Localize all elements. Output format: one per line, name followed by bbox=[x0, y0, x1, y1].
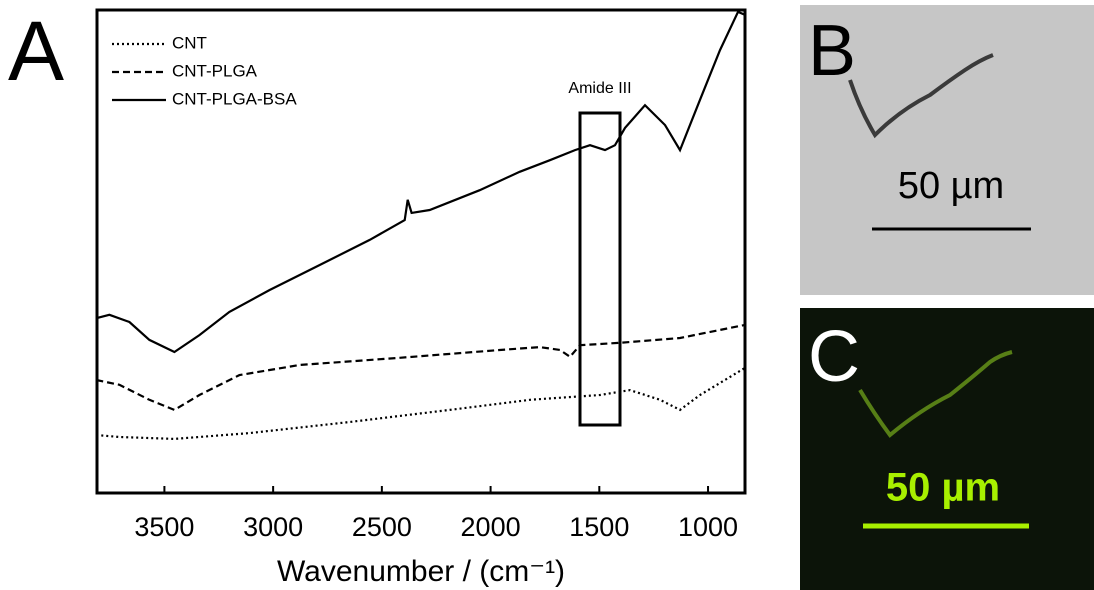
series-line bbox=[96, 323, 746, 412]
plot-frame bbox=[95, 8, 747, 495]
series-line bbox=[96, 366, 746, 441]
legend-label: CNT-PLGA-BSA bbox=[172, 89, 297, 108]
x-tick-label: 1000 bbox=[678, 512, 738, 542]
x-tick-label: 1500 bbox=[569, 512, 629, 542]
highlight-box bbox=[578, 111, 622, 427]
legend-label: CNT-PLGA bbox=[172, 61, 258, 80]
panel-label: A bbox=[8, 4, 64, 98]
image-c: C 50 µm bbox=[800, 308, 1094, 590]
fiber bbox=[848, 53, 994, 139]
x-tick-label: 3000 bbox=[243, 512, 303, 542]
x-tick-label: 2000 bbox=[461, 512, 521, 542]
annotation: Amide III bbox=[568, 80, 631, 97]
panel-label: B bbox=[808, 11, 856, 91]
x-axis-label: Wavenumber / (cm⁻¹) bbox=[277, 555, 565, 588]
scale-bar-label: 50 µm bbox=[898, 165, 1004, 207]
image-b: B 50 µm bbox=[800, 5, 1094, 295]
scale-bar-label: 50 µm bbox=[886, 466, 1000, 510]
panel-label: C bbox=[808, 317, 860, 397]
x-tick-label: 3500 bbox=[134, 512, 194, 542]
micrograph bbox=[800, 5, 1094, 295]
fiber bbox=[858, 350, 1013, 438]
series-line bbox=[96, 10, 746, 354]
micrograph bbox=[800, 308, 1094, 590]
x-tick-label: 2500 bbox=[352, 512, 412, 542]
legend-label: CNT bbox=[172, 33, 207, 52]
